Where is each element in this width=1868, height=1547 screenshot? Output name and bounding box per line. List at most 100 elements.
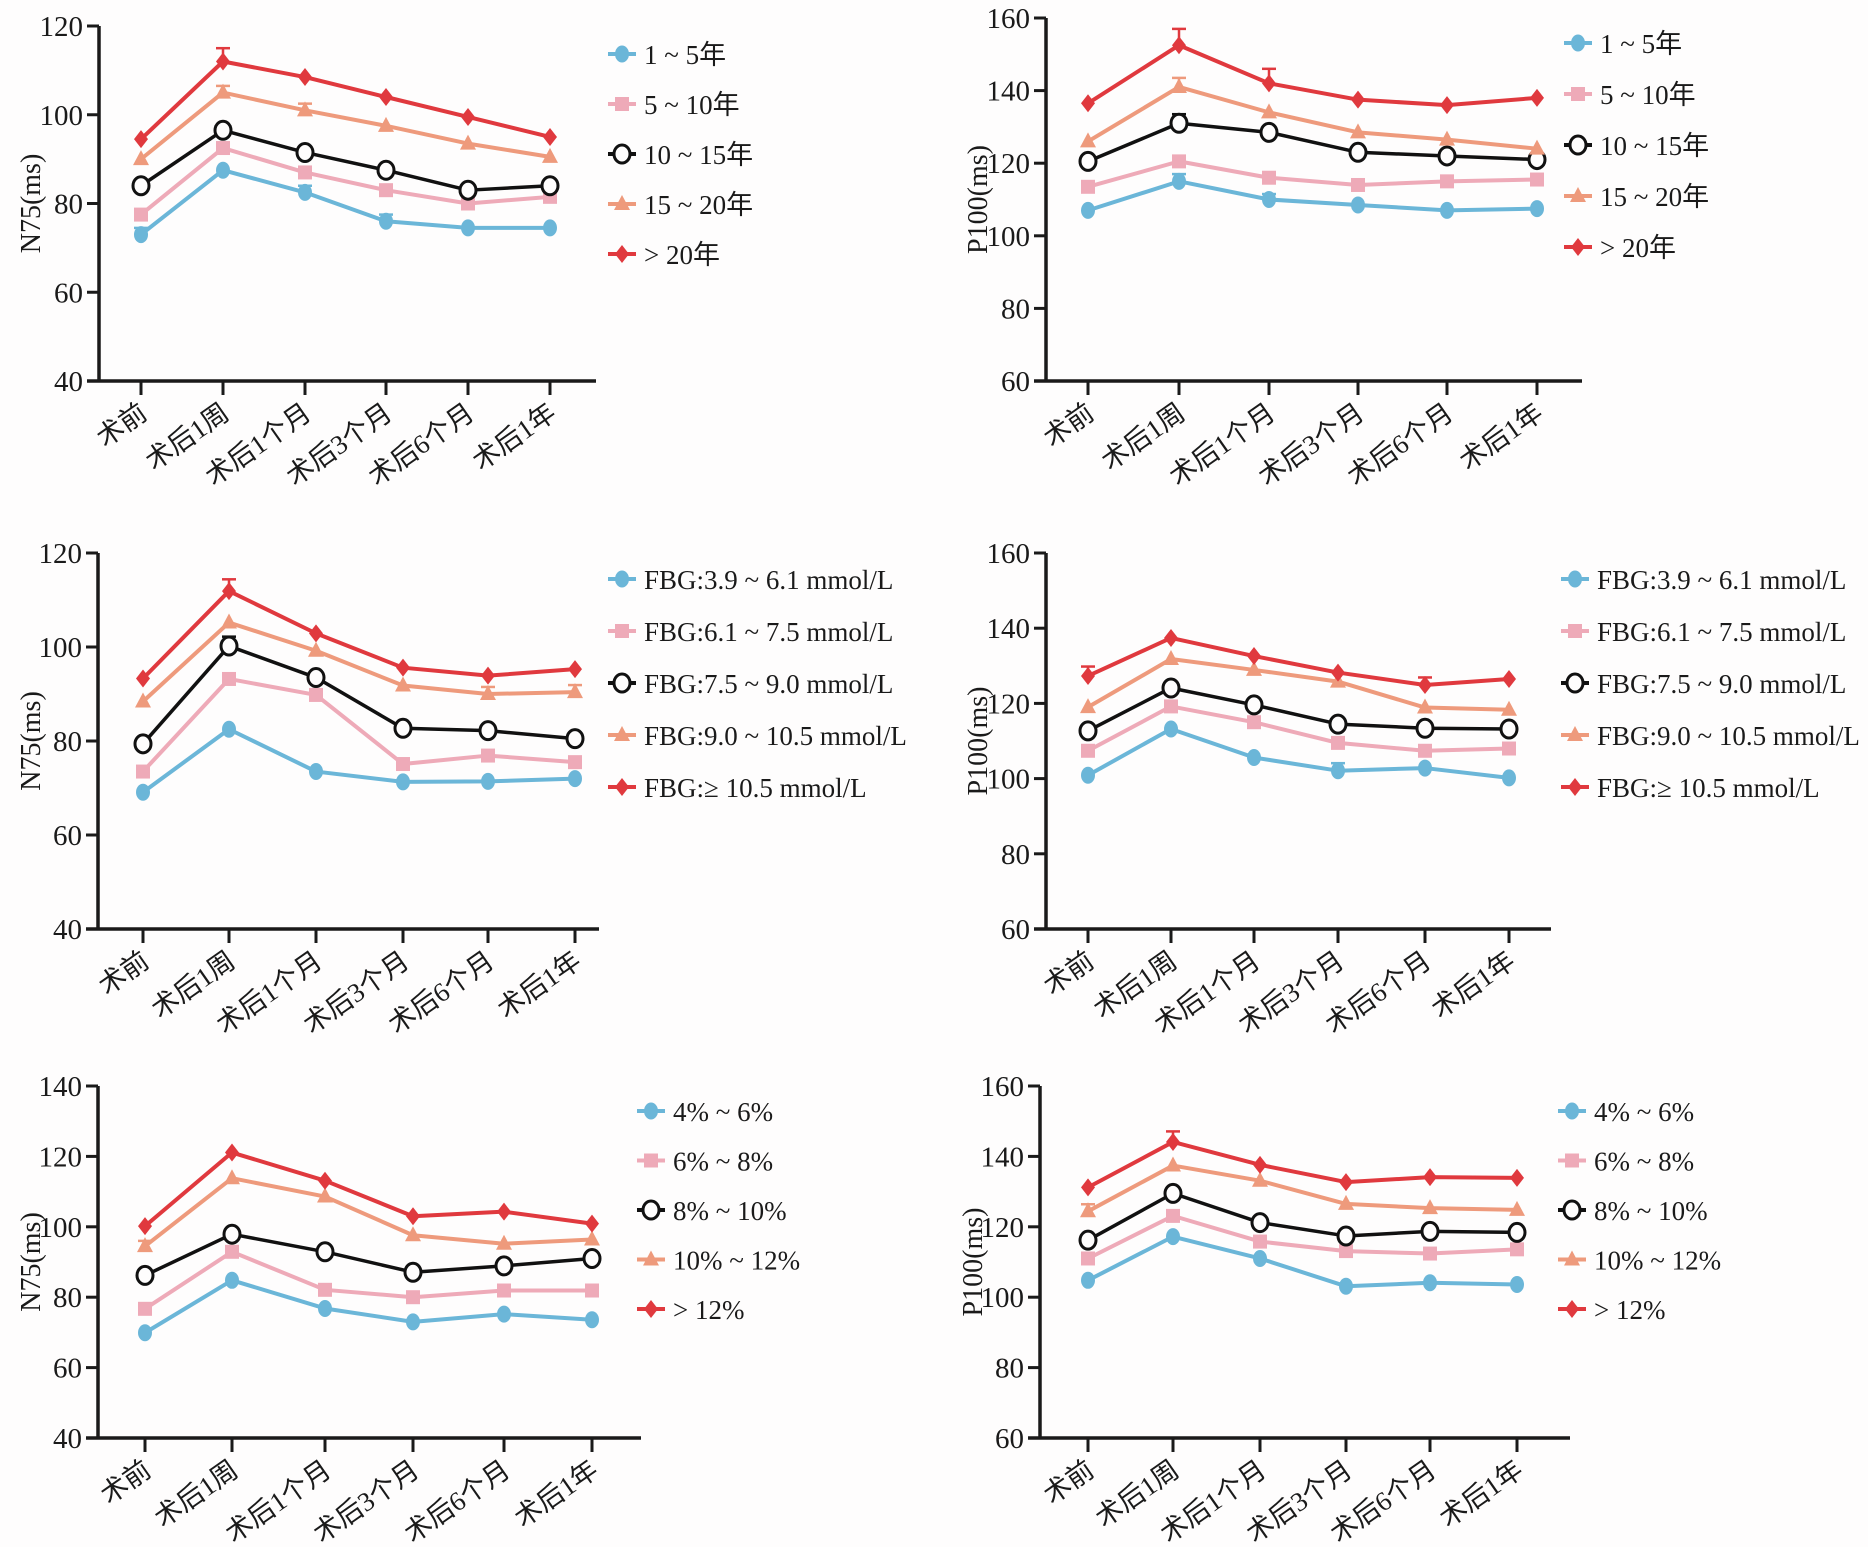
series-line: [1086, 657, 1510, 712]
series-line: [139, 168, 550, 237]
data-point-open-circle-marker: [133, 733, 153, 755]
data-point-circle-marker: [1418, 759, 1432, 777]
data-point-triangle-marker: [1163, 650, 1179, 666]
y-tick-label: 60: [53, 1353, 82, 1385]
data-point-open-circle-marker: [1161, 677, 1181, 699]
data-point-circle-marker: [1339, 1277, 1353, 1295]
data-point-diamond-marker: [298, 68, 312, 87]
data-point-circle-marker: [1351, 196, 1365, 214]
y-tick-label: 40: [54, 366, 83, 398]
data-point-square-marker: [1247, 715, 1261, 730]
legend-diamond-marker: [1571, 238, 1585, 256]
data-point-circle-marker: [216, 161, 230, 179]
data-point-square-marker: [1081, 1251, 1095, 1266]
x-tick-label: 术后1年: [492, 945, 587, 1024]
data-point-open-circle-marker: [1328, 713, 1348, 735]
data-point-circle-marker: [1081, 1271, 1095, 1289]
data-point-circle-marker: [1331, 762, 1345, 780]
data-point-triangle-marker: [1080, 132, 1096, 148]
data-point-circle-marker: [1247, 749, 1261, 767]
data-point-diamond-marker: [1081, 666, 1095, 685]
legend-square-marker: [1571, 87, 1585, 101]
data-point-open-circle-marker: [1336, 1225, 1356, 1247]
data-point-circle-marker: [134, 226, 148, 244]
series-2: [133, 635, 585, 755]
legend-item: 4% ~ 6%: [1558, 1097, 1694, 1127]
data-point-diamond-marker: [136, 669, 150, 688]
data-point-triangle-marker: [308, 641, 324, 657]
series-0: [1081, 720, 1516, 787]
data-point-triangle-marker: [1171, 77, 1187, 93]
data-point-triangle-marker: [1252, 1171, 1268, 1187]
legend-circle-marker: [1568, 570, 1582, 588]
data-point-square-marker: [216, 141, 230, 156]
legend-label: 10% ~ 12%: [673, 1246, 800, 1276]
data-point-square-marker: [298, 165, 312, 180]
legend-item: 6% ~ 8%: [637, 1147, 773, 1177]
data-point-circle-marker: [309, 763, 323, 781]
y-tick-label: 60: [995, 1423, 1024, 1455]
series-line: [139, 59, 551, 141]
legend-triangle-marker: [614, 195, 630, 210]
legend-item: FBG:7.5 ~ 9.0 mmol/L: [608, 669, 893, 699]
data-point-square-marker: [406, 1290, 420, 1305]
series-line: [1086, 43, 1538, 108]
legend-label: 1 ~ 5年: [1600, 29, 1682, 59]
data-point-square-marker: [1418, 743, 1432, 758]
chart-p100-hba1c: 6080100120140160P100(ms)术前术后1周术后1个月术后3个月…: [958, 1071, 1721, 1547]
data-point-open-circle-marker: [565, 728, 585, 750]
data-point-triangle-marker: [1417, 698, 1433, 714]
y-axis-title: P100(ms): [963, 687, 994, 796]
legend-label: 5 ~ 10年: [1600, 80, 1696, 110]
data-point-triangle-marker: [496, 1234, 512, 1250]
series-line: [144, 1232, 593, 1277]
legend-circle-marker: [1565, 1102, 1579, 1120]
series-line: [143, 1150, 593, 1228]
y-tick-label: 160: [981, 1071, 1025, 1103]
series-line: [1087, 121, 1538, 163]
series-1: [136, 671, 582, 779]
data-point-diamond-marker: [406, 1207, 420, 1226]
y-tick-label: 120: [987, 688, 1031, 720]
data-point-diamond-marker: [309, 624, 323, 643]
data-point-diamond-marker: [1247, 647, 1261, 666]
data-point-open-circle-marker: [1078, 150, 1098, 172]
legend-label: 5 ~ 10年: [644, 90, 740, 120]
legend-label: FBG:3.9 ~ 6.1 mmol/L: [644, 565, 893, 595]
legend-item: FBG:9.0 ~ 10.5 mmol/L: [608, 721, 907, 751]
y-tick-label: 80: [1001, 293, 1030, 325]
series-line: [1087, 704, 1510, 753]
y-tick-label: 100: [39, 632, 83, 664]
series-1: [1081, 1208, 1524, 1266]
data-point-diamond-marker: [1331, 663, 1345, 682]
data-point-open-circle-marker: [376, 159, 396, 181]
legend-triangle-marker: [643, 1250, 659, 1266]
series-line: [141, 727, 576, 794]
data-point-triangle-marker: [460, 134, 476, 150]
data-point-diamond-marker: [318, 1171, 332, 1190]
data-point-open-circle-marker: [1437, 145, 1457, 167]
data-point-open-circle-marker: [393, 717, 413, 739]
data-point-diamond-marker: [396, 658, 410, 677]
chart-n75-duration: 406080100120N75(ms)术前术后1周术后1个月术后3个月术后6个月…: [16, 11, 753, 492]
data-point-open-circle-marker: [131, 175, 151, 197]
data-point-triangle-marker: [405, 1226, 421, 1242]
data-point-triangle-marker: [395, 676, 411, 692]
legend-label: FBG:9.0 ~ 10.5 mmol/L: [1597, 721, 1860, 751]
chart-p100-duration: 6080100120140160P100(ms)术前术后1周术后1个月术后3个月…: [963, 3, 1709, 492]
legend-label: > 20年: [1600, 233, 1676, 263]
y-tick-label: 100: [40, 100, 84, 132]
legend-diamond-marker: [615, 778, 629, 796]
series-line: [1087, 1213, 1518, 1261]
data-point-circle-marker: [461, 219, 475, 237]
data-point-triangle-marker: [1439, 130, 1455, 146]
legend-item: > 20年: [1564, 233, 1676, 263]
data-point-square-marker: [568, 755, 582, 770]
legend-label: > 12%: [1594, 1295, 1665, 1325]
y-tick-label: 60: [54, 277, 83, 309]
data-point-circle-marker: [543, 219, 557, 237]
legend-open-circle-marker: [1565, 672, 1585, 694]
y-tick-label: 140: [39, 1071, 83, 1103]
data-point-square-marker: [1530, 172, 1544, 187]
x-tick-label: 术后1年: [1426, 945, 1521, 1024]
